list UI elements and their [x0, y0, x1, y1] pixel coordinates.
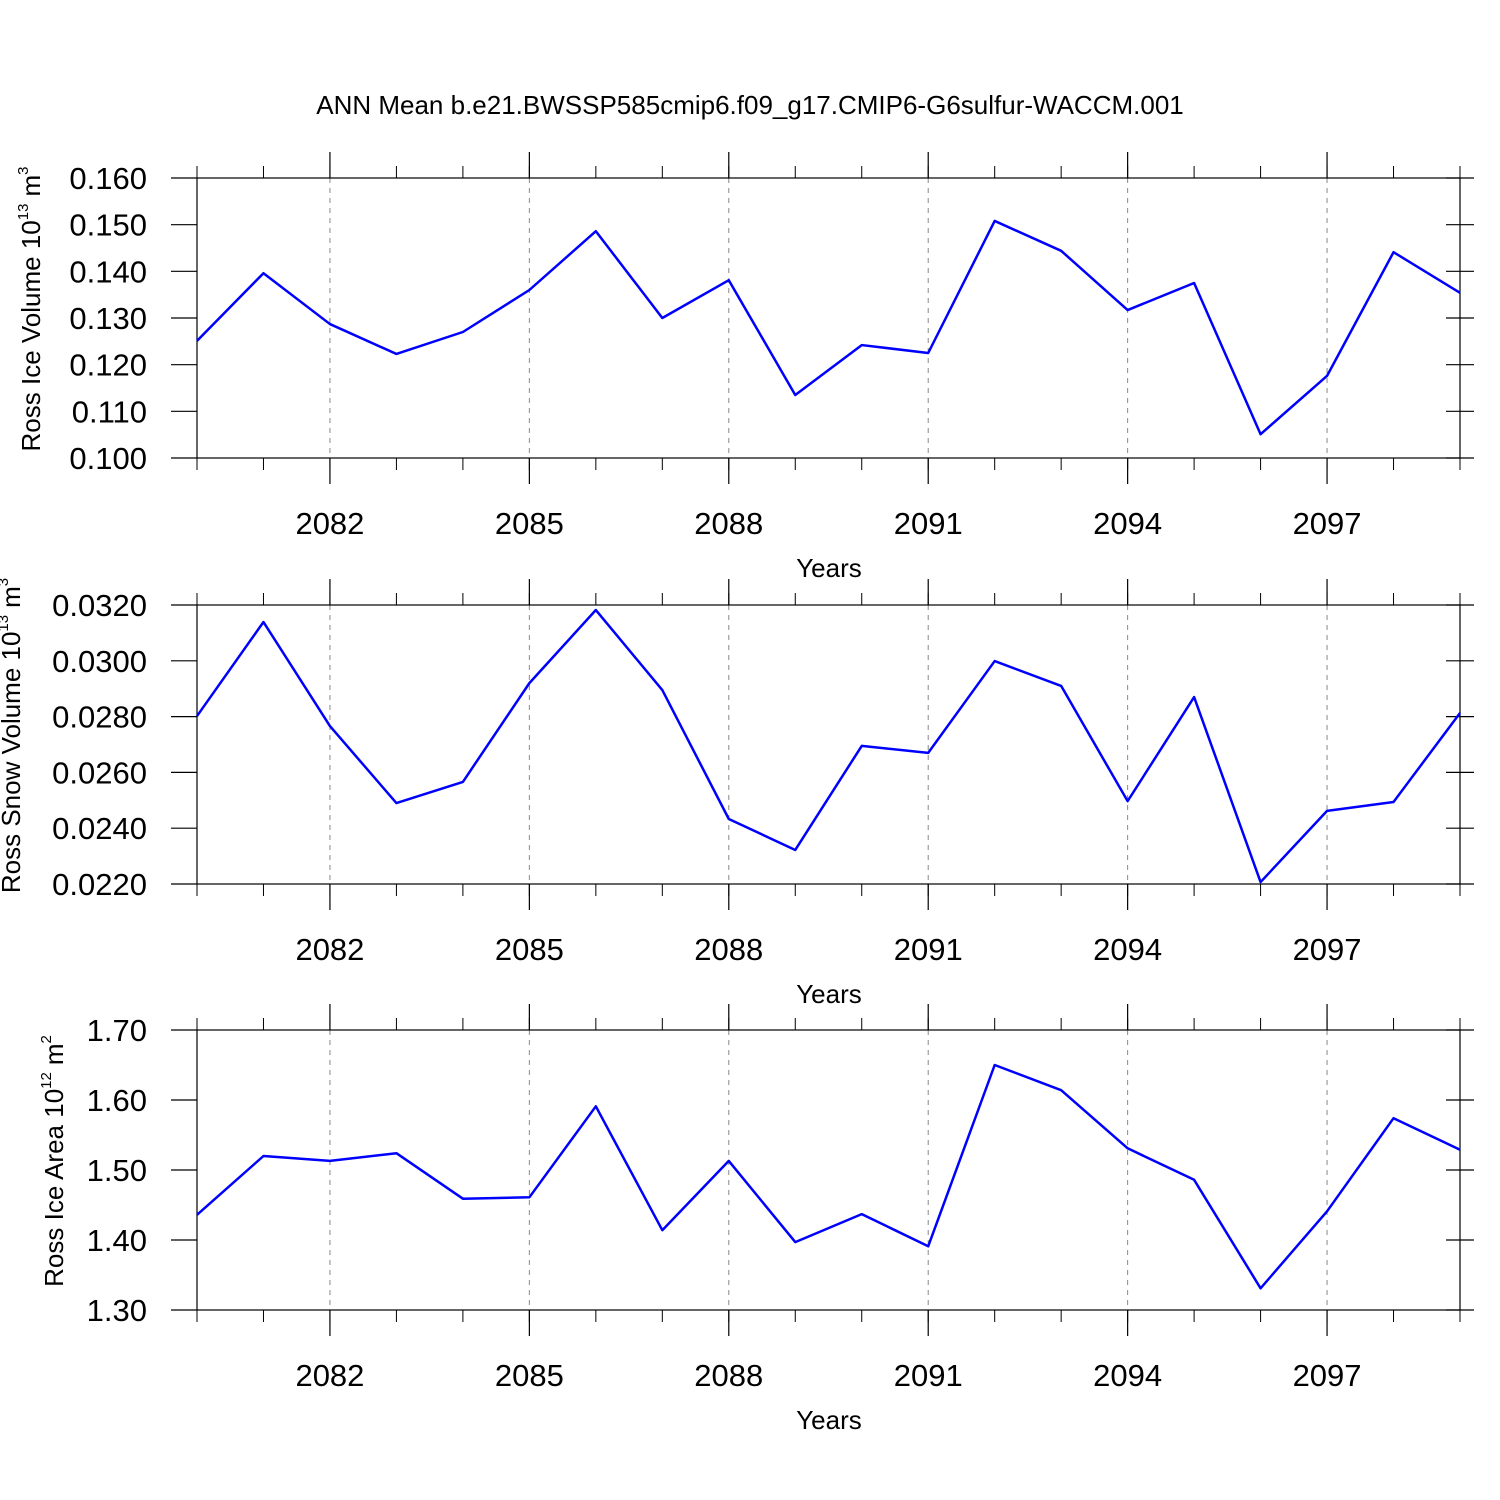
y-label-base: Ross Ice Area 10	[39, 1089, 69, 1287]
y-tick-label: 1.70	[87, 1013, 147, 1048]
data-line	[196, 219, 1461, 436]
x-tick-label: 2085	[495, 506, 564, 541]
y-label-power: 12	[38, 1072, 55, 1089]
x-tick-label: 2082	[295, 1358, 364, 1393]
plot-frame	[196, 604, 1461, 885]
y-tick-label: 0.110	[72, 394, 147, 429]
x-tick-label: 2097	[1293, 506, 1362, 541]
x-tick-label: 2085	[495, 1358, 564, 1393]
x-tick-label: 2088	[694, 506, 763, 541]
x-tick-label: 2091	[894, 506, 963, 541]
x-tick-label: 2082	[295, 506, 364, 541]
y-label-unit: m	[0, 586, 26, 608]
y-label-base: Ross Ice Volume 10	[16, 220, 46, 451]
y-tick-label: 1.60	[87, 1083, 147, 1118]
data-line	[196, 1063, 1461, 1290]
y-axis-label: Ross Snow Volume 1013 m3	[0, 578, 26, 893]
x-tick-label: 2097	[1293, 932, 1362, 967]
y-tick-label: 1.50	[87, 1153, 147, 1188]
y-label-unit-power: 2	[38, 1035, 55, 1043]
y-tick-label: 0.130	[69, 301, 147, 336]
y-tick-label: 1.40	[87, 1223, 147, 1258]
y-tick-label: 0.0280	[52, 700, 147, 735]
y-label-unit: m	[39, 1043, 69, 1065]
y-tick-label: 0.120	[69, 348, 147, 383]
x-axis-label: Years	[796, 979, 862, 1009]
y-label-unit-power: 3	[0, 578, 12, 586]
y-tick-label: 0.160	[69, 161, 147, 196]
x-tick-label: 2094	[1093, 506, 1162, 541]
y-label-power: 13	[0, 615, 12, 632]
x-tick-label: 2097	[1293, 1358, 1362, 1393]
y-tick-label: 0.0260	[52, 755, 147, 790]
y-label-base: Ross Snow Volume 10	[0, 632, 26, 894]
x-tick-label: 2088	[694, 932, 763, 967]
y-label-unit: m	[16, 175, 46, 197]
y-tick-label: 0.0320	[52, 588, 147, 623]
x-tick-label: 2088	[694, 1358, 763, 1393]
data-line	[195, 608, 1462, 884]
y-axis-label: Ross Ice Volume 1013 m3	[15, 167, 46, 452]
y-tick-label: 0.0220	[52, 867, 147, 902]
x-axis-label: Years	[796, 553, 862, 583]
y-tick-label: 0.0240	[52, 811, 147, 846]
x-tick-label: 2094	[1093, 932, 1162, 967]
y-label-unit-power: 3	[15, 167, 32, 175]
y-tick-label: 0.140	[69, 254, 147, 289]
chart-title: ANN Mean b.e21.BWSSP585cmip6.f09_g17.CMI…	[316, 90, 1184, 120]
x-tick-label: 2082	[295, 932, 364, 967]
x-tick-label: 2091	[894, 932, 963, 967]
x-axis-label: Years	[796, 1405, 862, 1435]
y-label-power: 13	[15, 204, 32, 221]
x-tick-label: 2091	[894, 1358, 963, 1393]
plot-frame	[196, 1029, 1461, 1311]
x-tick-label: 2085	[495, 932, 564, 967]
x-tick-label: 2094	[1093, 1358, 1162, 1393]
y-tick-label: 0.0300	[52, 644, 147, 679]
y-axis-label: Ross Ice Area 1012 m2	[38, 1035, 69, 1287]
plot-frame	[196, 177, 1461, 459]
y-tick-label: 0.150	[69, 208, 147, 243]
y-tick-label: 1.30	[87, 1293, 147, 1328]
y-tick-label: 0.100	[69, 441, 147, 476]
